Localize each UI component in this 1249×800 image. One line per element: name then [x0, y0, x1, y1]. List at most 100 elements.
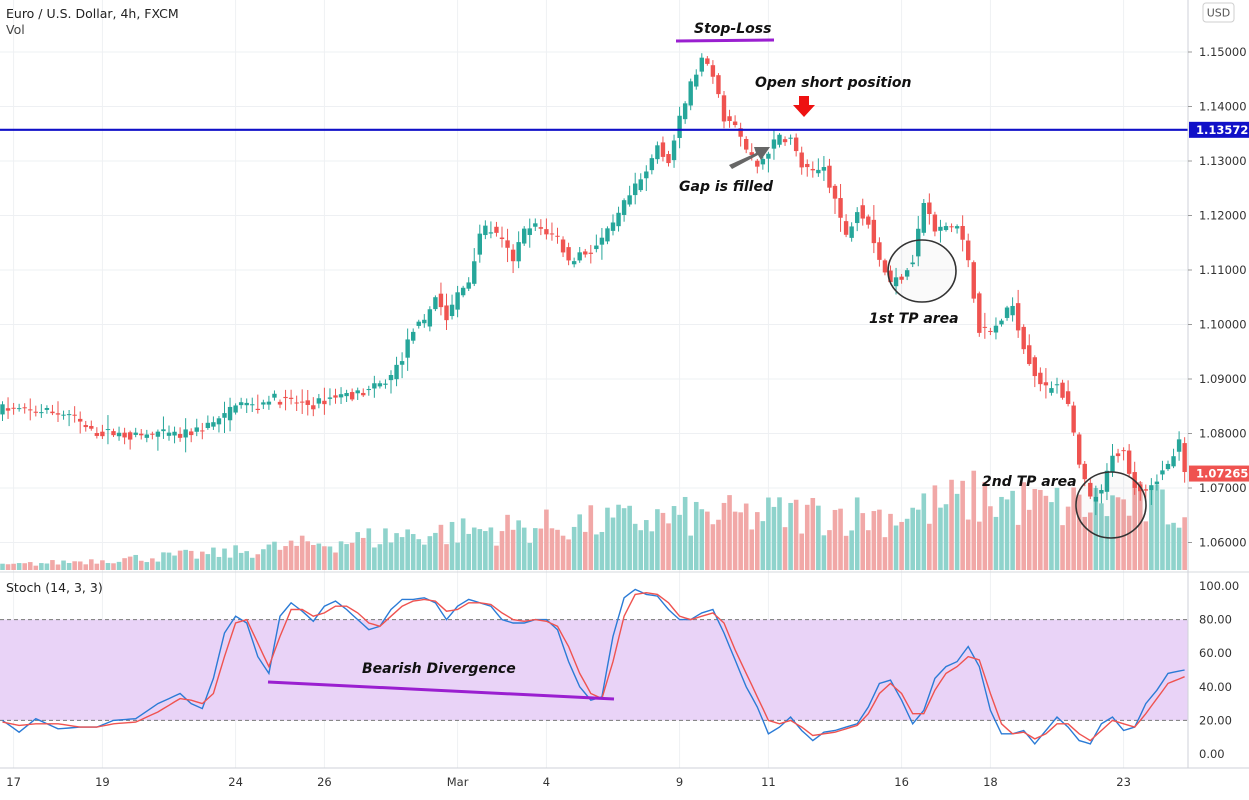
- candle-body: [744, 138, 749, 150]
- volume-bar: [22, 563, 27, 570]
- volume-bar: [161, 552, 166, 570]
- candle-body: [782, 139, 788, 143]
- candle-body: [139, 433, 144, 436]
- volume-bar: [488, 527, 494, 570]
- volume-bar: [721, 502, 727, 570]
- candle-body: [488, 232, 494, 234]
- candle-body: [716, 75, 721, 95]
- candle-body: [166, 432, 172, 436]
- volume-bar: [216, 556, 222, 570]
- candle-body: [594, 245, 599, 250]
- volume-bar: [738, 512, 743, 570]
- candle-body: [338, 394, 344, 398]
- candle-body: [261, 402, 266, 405]
- candle-body: [155, 431, 161, 437]
- volume-bar: [405, 529, 410, 570]
- candle-body: [721, 95, 727, 122]
- candle-body: [266, 401, 272, 405]
- volume-bar: [66, 562, 72, 570]
- stoch-band: [0, 619, 1188, 721]
- volume-bar: [804, 504, 810, 570]
- candle-body: [1015, 303, 1021, 331]
- candle-body: [244, 402, 249, 406]
- volume-bar: [1021, 482, 1026, 570]
- volume-bar: [938, 507, 943, 570]
- volume-bar: [1171, 522, 1176, 570]
- volume-bar: [366, 528, 372, 570]
- volume-bar: [89, 559, 94, 570]
- candle-body: [644, 171, 649, 179]
- candle-body: [66, 414, 72, 416]
- candle-body: [405, 339, 410, 358]
- candle-body: [916, 228, 921, 257]
- gap-arrow-icon: [729, 147, 770, 169]
- symbol-title: Euro / U.S. Dollar, 4h, FXCM: [6, 6, 179, 21]
- volume-bar: [372, 547, 377, 570]
- candle-body: [605, 228, 610, 242]
- candle-body: [932, 214, 938, 232]
- volume-label: Vol: [6, 22, 25, 37]
- open-short-label: Open short position: [755, 75, 912, 91]
- volume-bar: [877, 509, 882, 570]
- candle-body: [316, 398, 322, 404]
- candle-body: [1049, 388, 1054, 393]
- candle-body: [1126, 450, 1132, 474]
- volume-bar: [527, 542, 533, 570]
- candle-body: [1104, 470, 1110, 492]
- volume-bar: [155, 561, 161, 570]
- volume-bar: [83, 564, 89, 570]
- volume-bar: [743, 503, 749, 570]
- volume-bar: [305, 541, 311, 570]
- volume-bar: [755, 512, 760, 570]
- volume-bar: [388, 542, 394, 570]
- volume-bar: [438, 524, 444, 570]
- candle-body: [1032, 357, 1037, 377]
- volume-bar: [943, 504, 949, 570]
- volume-bar: [1154, 484, 1160, 570]
- candle-body: [283, 396, 288, 399]
- volume-bar: [94, 563, 100, 570]
- volume-bar: [455, 542, 460, 570]
- volume-bar: [510, 529, 516, 570]
- candle-body: [677, 115, 682, 138]
- candle-body: [760, 158, 766, 165]
- volume-bar: [433, 532, 438, 570]
- candle-body: [383, 383, 388, 385]
- candle-body: [416, 321, 421, 326]
- candle-body: [233, 405, 238, 413]
- volume-bar: [349, 542, 355, 570]
- candle-body: [727, 116, 732, 122]
- candle-body: [899, 276, 904, 280]
- candle-body: [211, 422, 216, 427]
- volume-bar: [810, 497, 816, 570]
- volume-bar: [866, 530, 871, 570]
- volume-bar: [138, 560, 144, 570]
- volume-bar: [383, 528, 388, 570]
- volume-bar: [327, 546, 333, 570]
- candle-body: [255, 408, 260, 410]
- volume-bar: [1054, 487, 1060, 570]
- candle-body: [349, 392, 355, 400]
- time-tick-label: 17: [6, 775, 21, 789]
- candle-body: [1093, 496, 1099, 502]
- currency-button-label[interactable]: USD: [1207, 7, 1231, 20]
- candle-body: [72, 414, 77, 416]
- volume-bar: [194, 558, 200, 570]
- candle-body: [588, 252, 593, 254]
- volume-bar: [266, 544, 272, 570]
- currency-button[interactable]: USD: [1202, 2, 1235, 23]
- volume-bar: [693, 501, 699, 570]
- volume-bar: [33, 565, 39, 570]
- volume-bar: [544, 509, 549, 570]
- volume-bar: [965, 519, 971, 570]
- stop-loss-underline: [675, 38, 775, 43]
- volume-bar: [677, 514, 682, 570]
- volume-bar: [355, 532, 360, 570]
- volume-bar: [682, 496, 688, 570]
- candle-body: [1004, 307, 1010, 318]
- volume-bar: [910, 507, 915, 570]
- volume-bar: [283, 546, 288, 570]
- volume-bar: [1165, 524, 1171, 570]
